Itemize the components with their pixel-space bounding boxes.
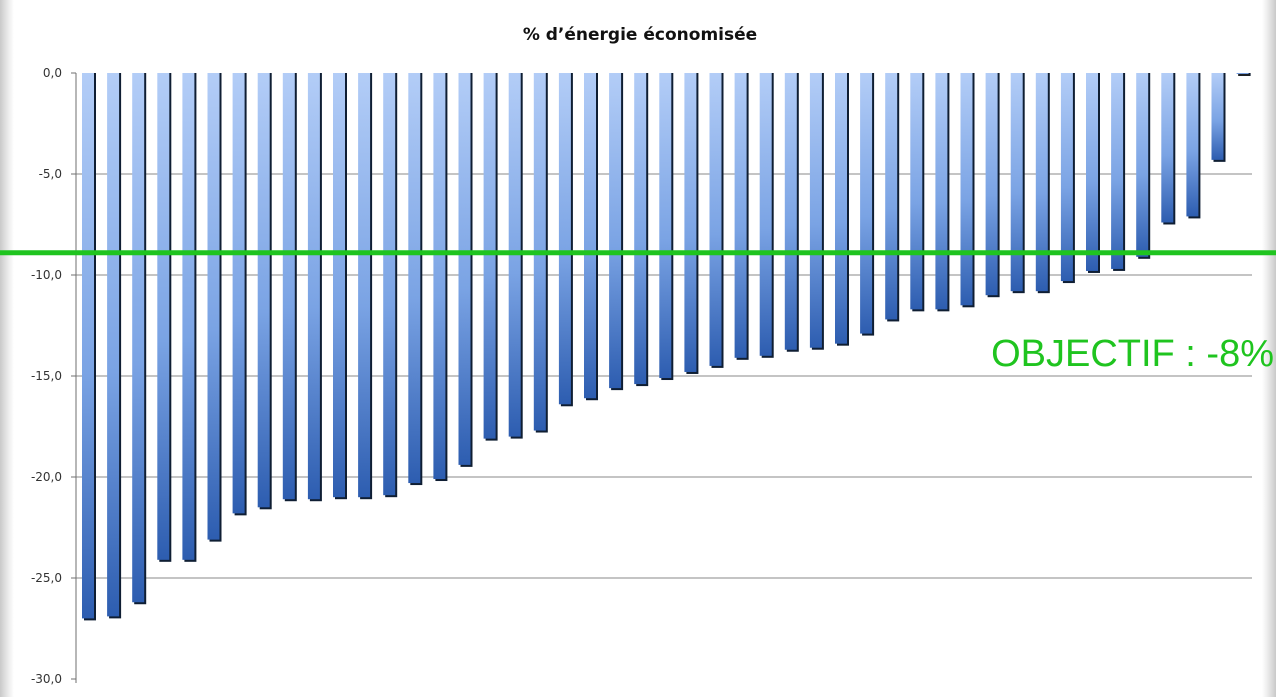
bar bbox=[458, 73, 471, 465]
y-tick-label: -25,0 bbox=[31, 571, 62, 585]
bar bbox=[734, 73, 747, 358]
bar bbox=[935, 73, 948, 310]
bar bbox=[383, 73, 396, 496]
bar bbox=[759, 73, 772, 356]
bar bbox=[107, 73, 120, 617]
bar bbox=[809, 73, 822, 348]
y-tick-label: -5,0 bbox=[39, 167, 62, 181]
bar bbox=[333, 73, 345, 498]
bar bbox=[1086, 73, 1098, 271]
bar bbox=[1035, 73, 1048, 292]
bar bbox=[885, 73, 898, 320]
bar bbox=[232, 73, 245, 514]
target-label: OBJECTIF : -8% bbox=[991, 333, 1274, 375]
y-tick-label: -20,0 bbox=[31, 470, 62, 484]
bar bbox=[584, 73, 596, 399]
bar bbox=[1111, 73, 1124, 269]
bar bbox=[1060, 73, 1073, 282]
bar bbox=[282, 73, 295, 500]
right-frame-edge bbox=[1262, 0, 1276, 697]
bar bbox=[985, 73, 998, 296]
bar bbox=[157, 73, 170, 560]
bar bbox=[960, 73, 973, 306]
bar bbox=[609, 73, 622, 389]
bar bbox=[408, 73, 421, 484]
bar bbox=[132, 73, 145, 603]
bar bbox=[358, 73, 371, 498]
y-tick-label: -15,0 bbox=[31, 369, 62, 383]
bar bbox=[182, 73, 195, 560]
bar bbox=[257, 73, 270, 508]
bar bbox=[483, 73, 496, 439]
bar bbox=[1211, 73, 1224, 160]
y-tick-label: 0,0 bbox=[43, 66, 62, 80]
bar bbox=[910, 73, 923, 310]
bar bbox=[433, 73, 446, 480]
y-tick-label: -30,0 bbox=[31, 672, 62, 686]
bar bbox=[1186, 73, 1199, 217]
bar bbox=[307, 73, 320, 500]
bar bbox=[684, 73, 697, 372]
target-layer: OBJECTIF : -8% bbox=[0, 250, 1276, 375]
y-tick-labels: 0,0 -5,0 -10,0 -15,0 -20,0 -25,0 -30,0 bbox=[31, 66, 1250, 686]
bar bbox=[634, 73, 647, 385]
chart-title: % d’énergie économisée bbox=[523, 25, 757, 45]
bar bbox=[1236, 73, 1249, 74]
left-frame-edge bbox=[0, 0, 14, 697]
bar bbox=[1010, 73, 1023, 292]
bar bbox=[860, 73, 873, 334]
bar bbox=[784, 73, 797, 350]
bar bbox=[1161, 73, 1174, 223]
bar bbox=[82, 73, 94, 619]
bar bbox=[558, 73, 571, 405]
bar bbox=[835, 73, 847, 344]
bar bbox=[207, 73, 220, 540]
bar bbox=[1136, 73, 1149, 257]
y-tick-label: -10,0 bbox=[31, 268, 62, 282]
bar bbox=[659, 73, 672, 379]
bar bbox=[709, 73, 722, 366]
